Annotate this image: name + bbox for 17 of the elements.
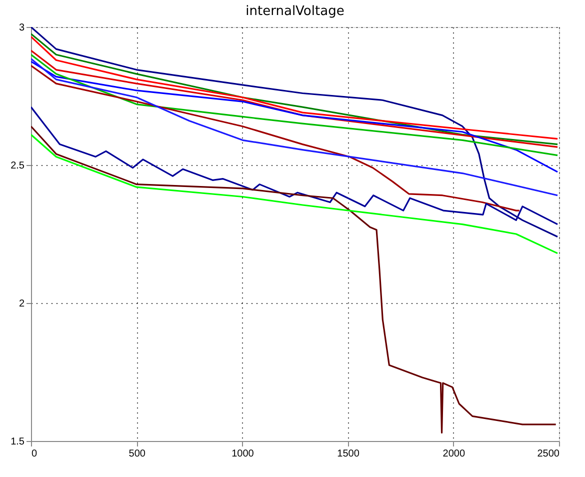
x-tick-label: 0 [32,448,38,460]
chart-title: internalVoltage [246,4,344,19]
x-tick-label: 1500 [337,448,360,460]
line-series [31,58,558,196]
y-tick-label: 2 [18,298,25,310]
y-tick-label: 2.5 [10,160,25,172]
line-series [31,60,558,173]
line-series [31,134,558,254]
y-tick-label: 3 [18,22,25,34]
x-tick-label: 2000 [442,448,466,460]
x-tick-label: 1000 [232,448,254,460]
x-tick-label: 2500 [537,448,560,460]
x-tick-label: 500 [128,448,146,460]
line-series [31,126,557,434]
line-series [31,106,558,226]
y-tick-label: 1.5 [10,436,25,448]
line-series [31,64,520,212]
